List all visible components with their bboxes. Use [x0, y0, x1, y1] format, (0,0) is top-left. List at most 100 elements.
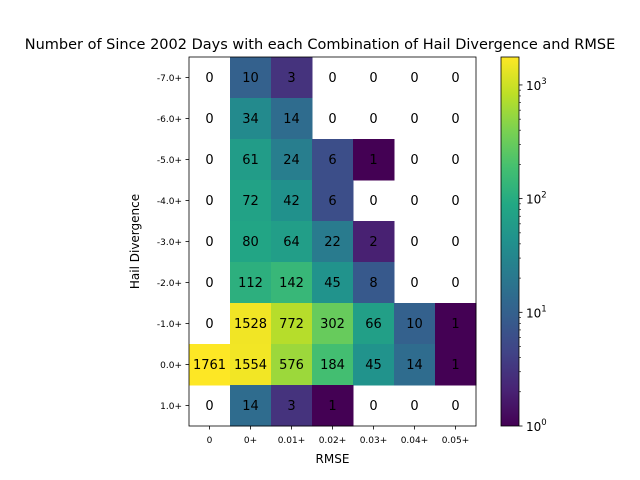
heatmap-cell: [353, 262, 395, 304]
x-tick-label: 0.04+: [401, 436, 429, 446]
cell-value-label: 24: [283, 153, 300, 168]
cell-value-label: 1: [451, 358, 459, 373]
cell-value-label: 3: [287, 71, 295, 86]
y-tick-label: -1.0+: [157, 320, 182, 330]
heatmap-cell: [271, 57, 313, 99]
cell-value-label: 0: [369, 399, 377, 414]
heatmap-cell: [271, 98, 313, 140]
heatmap-cell: [230, 262, 272, 304]
cell-value-label: 0: [205, 194, 213, 209]
heatmap-cell: [271, 221, 313, 263]
heatmap-cell: [394, 344, 436, 386]
heatmap-cell: [312, 303, 354, 345]
cell-value-label: 0: [451, 235, 459, 250]
cell-value-label: 45: [324, 276, 341, 291]
cell-value-label: 1761: [193, 358, 226, 373]
cell-value-label: 0: [410, 71, 418, 86]
x-tick-label: 0.01+: [278, 436, 306, 446]
y-tick-label: -6.0+: [157, 115, 182, 125]
cell-value-label: 0: [410, 399, 418, 414]
cell-value-label: 0: [410, 194, 418, 209]
cell-value-label: 14: [406, 358, 423, 373]
heatmap-cell: [230, 98, 272, 140]
cell-value-label: 10: [242, 71, 259, 86]
heatmap-cell: [230, 385, 272, 427]
x-tick-label: 0.03+: [360, 436, 388, 446]
cell-value-label: 0: [369, 112, 377, 127]
cell-value-label: 772: [279, 317, 304, 332]
y-tick-label: 0.0+: [160, 361, 182, 371]
y-axis-label: Hail Divergence: [128, 194, 142, 289]
y-tick-label: -5.0+: [157, 156, 182, 166]
heatmap-cell: [230, 57, 272, 99]
cell-value-label: 61: [242, 153, 259, 168]
y-tick-label: -3.0+: [157, 238, 182, 248]
colorbar-tick-label: 101: [526, 304, 547, 320]
cell-value-label: 64: [283, 235, 300, 250]
heatmap-cell: [230, 303, 272, 345]
cell-value-label: 42: [283, 194, 300, 209]
cell-value-label: 14: [283, 112, 300, 127]
cell-value-label: 14: [242, 399, 259, 414]
cell-value-label: 0: [205, 399, 213, 414]
cell-value-label: 0: [410, 276, 418, 291]
cell-value-label: 0: [328, 112, 336, 127]
cell-value-label: 0: [410, 153, 418, 168]
heatmap-cell: [271, 139, 313, 181]
colorbar-tick-label: 102: [526, 191, 547, 207]
cell-value-label: 0: [451, 399, 459, 414]
cell-value-label: 0: [369, 194, 377, 209]
cell-value-label: 142: [279, 276, 304, 291]
heatmap-cell: [271, 262, 313, 304]
heatmap-cell: [394, 303, 436, 345]
cell-value-label: 3: [287, 399, 295, 414]
cell-value-label: 0: [369, 71, 377, 86]
colorbar-tick-label: 103: [526, 77, 547, 93]
plot-area: 0 10 3 0 0 0 00 34 14 0 0 0 00 61 24 6 1 0 00 72 42 6 0 0 00 80 64…: [189, 57, 477, 427]
cell-value-label: 0: [205, 235, 213, 250]
cell-value-label: 1528: [234, 317, 267, 332]
cell-value-label: 72: [242, 194, 259, 209]
heatmap-cell: [435, 344, 477, 386]
chart-title: Number of Since 2002 Days with each Comb…: [25, 37, 616, 53]
y-tick-label: -2.0+: [157, 279, 182, 289]
heatmap-cell: [271, 303, 313, 345]
cell-value-label: 1: [328, 399, 336, 414]
cell-value-label: 0: [205, 71, 213, 86]
cell-value-label: 0: [410, 112, 418, 127]
cell-value-label: 0: [451, 112, 459, 127]
heatmap-cell: [189, 344, 231, 386]
cell-value-label: 2: [369, 235, 377, 250]
cell-value-label: 0: [451, 153, 459, 168]
x-axis-label: RMSE: [316, 452, 350, 466]
heatmap-cell: [271, 344, 313, 386]
y-tick-label: 1.0+: [160, 402, 182, 412]
cell-value-label: 1: [451, 317, 459, 332]
cell-value-label: 80: [242, 235, 259, 250]
x-tick-label: 0+: [244, 436, 257, 446]
heatmap-cell: [435, 303, 477, 345]
colorbar: 100 101 102 103: [500, 56, 547, 434]
cell-value-label: 576: [279, 358, 304, 373]
heatmap-cell: [312, 180, 354, 222]
cell-value-label: 0: [205, 317, 213, 332]
heatmap-cell: [312, 139, 354, 181]
heatmap-cell: [271, 385, 313, 427]
cell-value-label: 0: [410, 235, 418, 250]
cell-value-label: 302: [320, 317, 345, 332]
cell-value-label: 45: [365, 358, 382, 373]
heatmap-cell: [312, 385, 354, 427]
heatmap-cell: [312, 221, 354, 263]
colorbar-tick-label: 100: [526, 418, 547, 434]
y-tick-label: -4.0+: [157, 197, 182, 207]
heatmap-cell: [353, 139, 395, 181]
heatmap-cell: [353, 303, 395, 345]
cell-value-label: 1: [369, 153, 377, 168]
heatmap-cell: [312, 344, 354, 386]
cell-value-label: 22: [324, 235, 341, 250]
heatmap-cell: [271, 180, 313, 222]
heatmap-cell: [230, 180, 272, 222]
cell-value-label: 10: [406, 317, 423, 332]
heatmap-cell: [312, 262, 354, 304]
